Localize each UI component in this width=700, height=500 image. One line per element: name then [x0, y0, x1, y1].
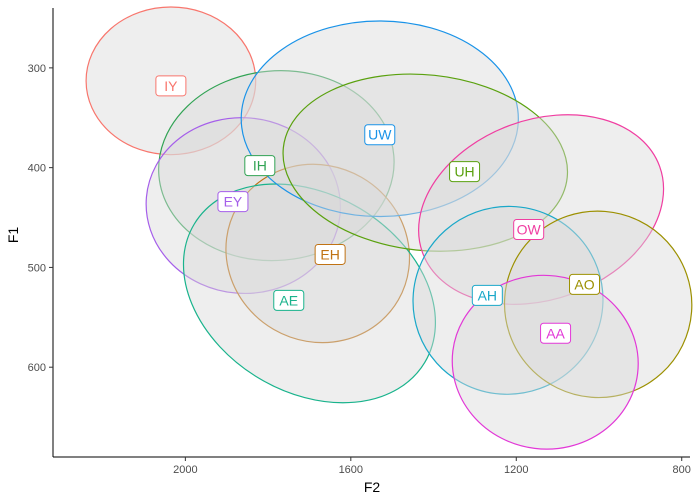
label-box-eh	[314, 243, 346, 265]
label-uw: UW	[364, 124, 396, 146]
label-text-ae: AE	[279, 292, 298, 308]
x-tick-label: 2000	[173, 464, 197, 476]
y-tick-label: 500	[28, 262, 46, 274]
label-ao: AO	[569, 273, 601, 295]
ellipse-uw	[240, 20, 519, 218]
ellipse-ao	[503, 210, 693, 399]
label-text-uh: UH	[454, 164, 474, 180]
label-uh: UH	[449, 161, 481, 183]
label-box-ey	[217, 191, 249, 213]
label-box-ao	[569, 273, 601, 295]
x-axis-title: F2	[364, 479, 381, 495]
ellipse-aa	[451, 274, 639, 450]
label-box-ih	[244, 155, 276, 177]
label-box-iy	[155, 75, 187, 97]
vowel-ellipses	[85, 6, 693, 450]
label-box-uh	[449, 161, 481, 183]
label-text-ey: EY	[224, 194, 243, 210]
y-axis-title: F1	[5, 227, 21, 244]
label-ih: IH	[244, 155, 276, 177]
label-text-iy: IY	[164, 78, 178, 94]
label-text-aa: AA	[546, 325, 565, 341]
label-box-ow	[513, 219, 545, 241]
ellipse-ae	[182, 183, 437, 404]
label-text-eh: EH	[320, 246, 339, 262]
label-text-ao: AO	[574, 276, 594, 292]
label-text-ih: IH	[253, 158, 267, 174]
label-text-ow: OW	[517, 222, 542, 238]
y-tick-label: 300	[28, 63, 46, 75]
x-tick-label: 1600	[339, 464, 363, 476]
label-box-aa	[540, 322, 572, 344]
label-box-ah	[471, 284, 503, 306]
y-axis-ticks: 300 400 500 600	[28, 63, 53, 374]
label-ow: OW	[513, 219, 545, 241]
ellipse-ah	[412, 205, 604, 395]
label-text-ah: AH	[478, 287, 497, 303]
label-aa: AA	[540, 322, 572, 344]
label-box-ae	[273, 289, 305, 311]
x-axis-ticks: 2000 1600 1200 800	[173, 457, 691, 476]
label-text-uw: UW	[368, 127, 392, 143]
label-eh: EH	[314, 243, 346, 265]
y-tick-label: 400	[28, 163, 46, 175]
ellipse-ih	[158, 70, 395, 262]
label-ae: AE	[273, 289, 305, 311]
label-box-uw	[364, 124, 396, 146]
label-iy: IY	[155, 75, 187, 97]
x-tick-label: 800	[673, 464, 691, 476]
x-tick-label: 1200	[504, 464, 528, 476]
vowel-labels: IY IH EY EH AE UW UH OW AH AO AA	[155, 75, 601, 344]
label-ey: EY	[217, 191, 249, 213]
y-tick-label: 600	[28, 362, 46, 374]
label-ah: AH	[471, 284, 503, 306]
